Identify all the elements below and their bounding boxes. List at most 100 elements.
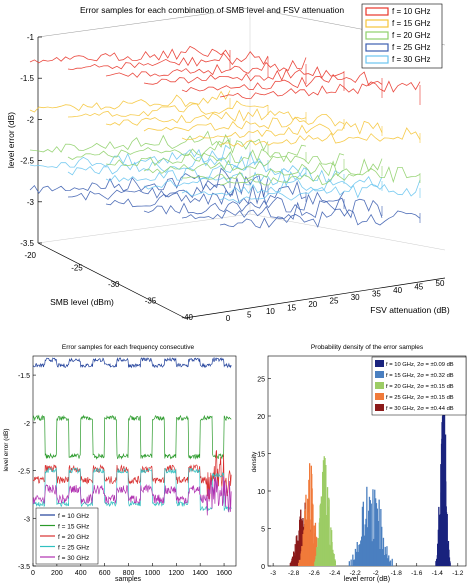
left-x-tick-label: 400 — [75, 570, 87, 577]
left-series-line-1 — [32, 414, 232, 460]
right-hist-bar-1 — [348, 561, 350, 566]
left-legend-label: f = 30 GHz — [58, 555, 89, 562]
right-hist-bar-1 — [391, 558, 393, 566]
right-hist-bar-1 — [389, 561, 391, 566]
left-series-line-3 — [32, 466, 232, 513]
top-band-line — [105, 180, 307, 208]
right-hist-bar-2 — [319, 503, 322, 566]
right-hist-bar-1 — [354, 548, 357, 566]
y-tick-label: -20 — [24, 251, 36, 260]
right-x-tick-label: -1.8 — [391, 570, 403, 577]
right-hist-bar-1 — [378, 499, 380, 566]
right-y-tick-label: 10 — [257, 489, 265, 496]
left-x-tick-label: 1200 — [169, 570, 185, 577]
left-chart-title: Error samples for each frequency consecu… — [62, 344, 195, 351]
right-hist-bar-1 — [382, 549, 384, 566]
box-edge — [37, 7, 251, 38]
top-band-line — [219, 208, 421, 229]
right-hist-bar-1 — [374, 489, 376, 566]
left-x-tick-label: 200 — [51, 570, 63, 577]
top-series-1 — [29, 90, 421, 148]
left-legend-label: f = 15 GHz — [58, 524, 89, 531]
right-hist-bar-3 — [312, 504, 314, 566]
right-hist-bar-2 — [333, 553, 335, 566]
top-band-line — [105, 108, 307, 126]
left-y-tick-label: -2.5 — [18, 469, 30, 476]
right-hist-bar-1 — [385, 554, 387, 566]
right-hist-bar-1 — [383, 555, 385, 566]
top-band-line — [181, 120, 383, 141]
left-x-tick-label: 1000 — [145, 570, 161, 577]
right-hist-bar-1 — [352, 554, 354, 566]
right-chart-title: Probability density of the error samples — [311, 344, 424, 351]
top-legend-label: f = 30 GHz — [392, 55, 430, 64]
right-hist-bar-1 — [358, 544, 360, 566]
right-hist-bar-1 — [370, 503, 372, 566]
right-x-tick-label: -2.2 — [350, 570, 362, 577]
right-x-tick-label: -2.6 — [309, 570, 321, 577]
right-legend-label: f = 25 GHz, 2σ = ±0.15 dB — [386, 395, 454, 401]
right-x-tick-label: -2.4 — [329, 570, 341, 577]
x-tick-label: 50 — [436, 279, 445, 288]
right-hist-bar-3 — [304, 510, 306, 566]
z-tick-label: -3 — [27, 198, 35, 207]
x-tick-label: 20 — [308, 300, 317, 309]
top-band-line — [29, 130, 231, 153]
right-hist-bar-1 — [389, 560, 392, 566]
right-hist-bar-2 — [320, 496, 322, 566]
right-chart-plot: 0 5 10 15 20 25 -3 -2.8 -2.6 -2.4 -2.2 -2 -1.8 -1.6 -1… — [257, 355, 467, 577]
x-axis-line — [184, 277, 446, 319]
top-legend-label: f = 25 GHz — [392, 43, 430, 52]
top-band-line — [29, 167, 231, 194]
right-hist-bar-1 — [381, 526, 383, 566]
left-y-tick-label: -1.5 — [18, 373, 30, 380]
left-x-tick-label: 0 — [31, 570, 35, 577]
right-hist-bar-1 — [372, 489, 374, 566]
right-x-tick-label: -3 — [270, 570, 276, 577]
y-tick-label: -40 — [181, 313, 193, 322]
top-band-line — [67, 138, 269, 160]
right-hist-bar-1 — [350, 559, 352, 566]
y-tick-label: -30 — [108, 280, 120, 289]
left-legend-label: f = 25 GHz — [58, 545, 89, 552]
left-chart-x-label: samples — [115, 576, 142, 583]
left-y-tick-label: -2 — [24, 421, 30, 428]
top-band-line — [105, 57, 307, 78]
top-band-line — [219, 80, 421, 100]
top-chart-x-label: FSV attenuation (dB) — [370, 305, 450, 315]
top-legend-swatch — [365, 7, 389, 16]
top-band-line — [29, 144, 231, 169]
right-hist-bar-1 — [366, 486, 368, 566]
x-tick-label: 40 — [393, 286, 402, 295]
right-y-tick-label: 5 — [261, 527, 265, 534]
top-chart-legend: f = 10 GHz f = 15 GHz f = 20 GHz f = 25 GHz… — [361, 3, 443, 69]
right-hist-bar-0 — [449, 562, 451, 566]
left-x-tick-label: 1400 — [192, 570, 208, 577]
right-chart: Probability density of the error samples… — [251, 344, 467, 583]
right-hist-bar-1 — [373, 538, 375, 566]
top-band-line — [29, 45, 231, 64]
right-hist-bar-1 — [353, 559, 355, 566]
right-hist-bar-4 — [301, 520, 303, 566]
top-band-line — [143, 66, 345, 85]
right-hist-bar-1 — [387, 558, 389, 566]
right-hist-bar-1 — [375, 498, 377, 566]
right-hist-bar-1 — [356, 542, 358, 566]
right-hist-bar-1 — [388, 555, 390, 566]
top-band-line — [105, 161, 307, 183]
right-chart-y-label: density — [251, 451, 258, 472]
right-legend-box — [371, 356, 467, 416]
right-y-tick-label: 20 — [257, 414, 265, 421]
top-band-line — [143, 153, 345, 174]
right-hist-bar-1 — [354, 559, 356, 566]
top-chart-y-label: SMB level (dBm) — [50, 297, 114, 307]
right-hist-bar-1 — [384, 546, 386, 566]
right-x-tick-label: -1.2 — [452, 570, 464, 577]
left-y-tick-label: -3 — [24, 516, 30, 523]
right-hist-bar-3 — [298, 562, 300, 566]
top-band-line — [181, 197, 383, 220]
right-legend-label: f = 20 GHz, 2σ = ±0.15 dB — [386, 384, 454, 390]
right-hist-bar-1 — [375, 503, 378, 566]
right-hist-bar-1 — [363, 535, 365, 566]
